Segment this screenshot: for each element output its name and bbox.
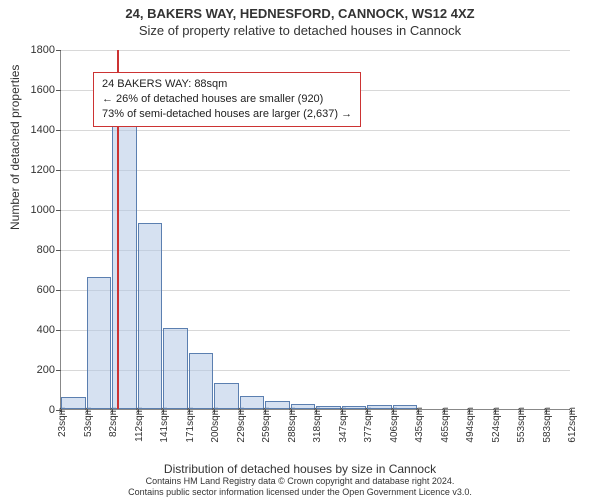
y-tick-label: 1200 [31,164,55,176]
x-tick-label: 23sqm [57,407,68,457]
x-tick-label: 171sqm [185,407,196,457]
y-gridline [61,170,570,171]
x-tick-label: 288sqm [287,407,298,457]
y-tick-label: 200 [37,364,55,376]
x-tick-label: 406sqm [389,407,400,457]
x-tick-label: 112sqm [134,407,145,457]
histogram-bar [214,383,239,409]
annotation-box: 24 BAKERS WAY: 88sqm ← 26% of detached h… [93,72,361,127]
y-tick [56,330,61,331]
x-tick-label: 377sqm [363,407,374,457]
y-tick-label: 400 [37,324,55,336]
y-tick-label: 1600 [31,84,55,96]
histogram-bar [138,223,163,409]
histogram-bar [87,277,112,409]
y-tick-label: 600 [37,284,55,296]
x-tick-label: 259sqm [261,407,272,457]
y-tick-label: 1000 [31,204,55,216]
x-tick-label: 494sqm [465,407,476,457]
annotation-line2: ← 26% of detached houses are smaller (92… [102,92,352,107]
chart-title-block: 24, BAKERS WAY, HEDNESFORD, CANNOCK, WS1… [0,0,600,38]
x-tick-label: 583sqm [542,407,553,457]
histogram-bar [189,353,214,409]
y-tick [56,250,61,251]
y-axis-title: Number of detached properties [8,65,22,230]
chart-title-line2: Size of property relative to detached ho… [0,23,600,38]
x-tick-label: 141sqm [159,407,170,457]
footer-line2: Contains public sector information licen… [0,487,600,498]
x-tick-label: 553sqm [516,407,527,457]
y-tick [56,90,61,91]
y-gridline [61,50,570,51]
y-tick [56,50,61,51]
histogram-bar [112,78,137,409]
x-tick-label: 435sqm [414,407,425,457]
attribution-footer: Contains HM Land Registry data © Crown c… [0,476,600,500]
x-tick-label: 82sqm [108,407,119,457]
y-gridline [61,130,570,131]
y-tick [56,210,61,211]
y-tick-label: 800 [37,244,55,256]
x-tick-label: 524sqm [491,407,502,457]
x-tick-label: 318sqm [312,407,323,457]
y-tick [56,170,61,171]
x-tick-label: 200sqm [210,407,221,457]
chart-plot-area: 02004006008001000120014001600180023sqm53… [60,50,570,410]
annotation-line1: 24 BAKERS WAY: 88sqm [102,77,352,92]
y-tick [56,130,61,131]
y-tick [56,370,61,371]
x-axis-title: Distribution of detached houses by size … [0,462,600,476]
x-tick-label: 53sqm [83,407,94,457]
histogram-bar [163,328,188,409]
annotation-line3: 73% of semi-detached houses are larger (… [102,107,352,122]
x-tick-label: 612sqm [567,407,578,457]
chart-title-line1: 24, BAKERS WAY, HEDNESFORD, CANNOCK, WS1… [0,6,600,21]
x-tick-label: 465sqm [440,407,451,457]
y-tick-label: 1800 [31,44,55,56]
y-gridline [61,210,570,211]
y-tick [56,290,61,291]
x-tick-label: 229sqm [236,407,247,457]
y-tick-label: 1400 [31,124,55,136]
y-tick-label: 0 [49,404,55,416]
footer-line1: Contains HM Land Registry data © Crown c… [0,476,600,487]
x-tick-label: 347sqm [338,407,349,457]
